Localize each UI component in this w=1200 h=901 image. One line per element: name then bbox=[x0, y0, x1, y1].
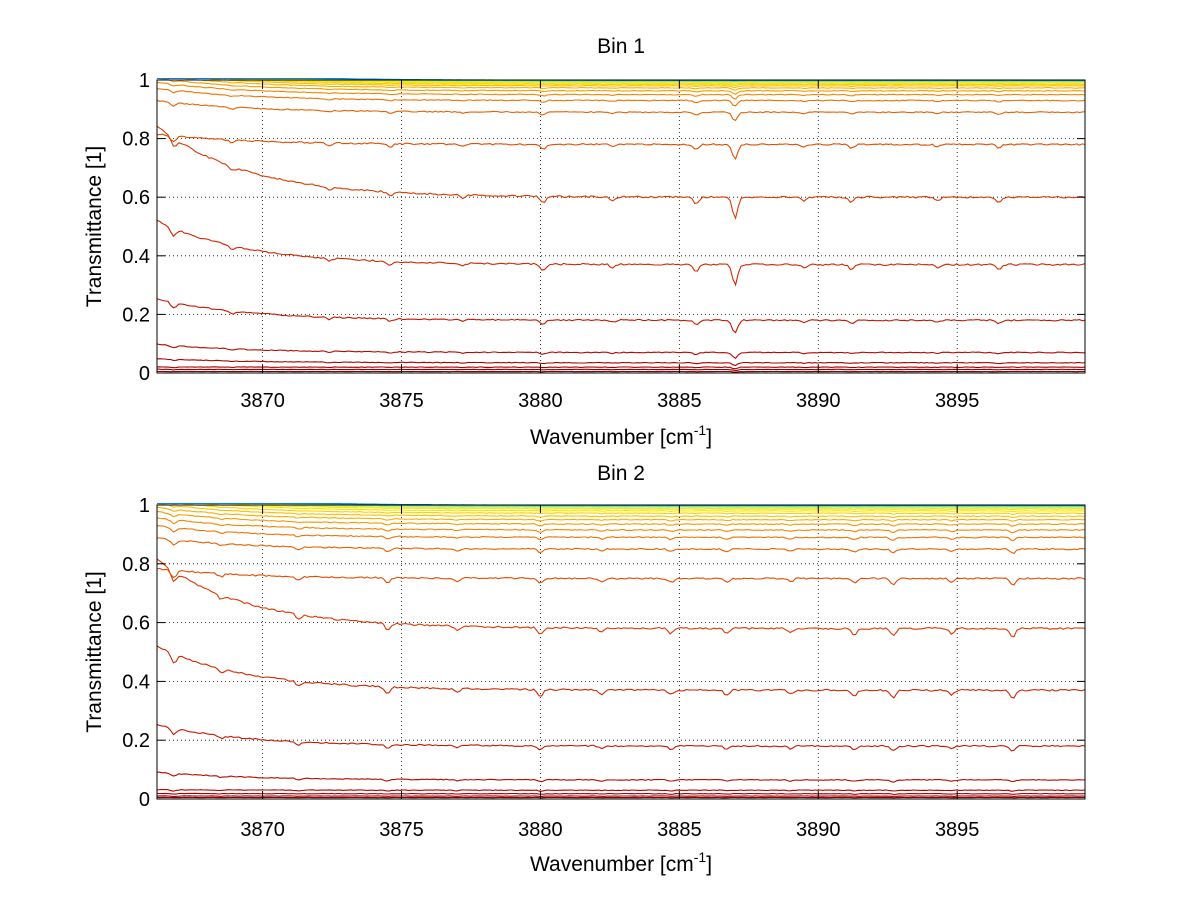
series-line bbox=[156, 358, 1086, 366]
y-tick-label: 0.6 bbox=[122, 187, 150, 209]
series-line bbox=[156, 133, 1086, 161]
x-axis-label-end: ] bbox=[706, 426, 712, 449]
y-tick-label: 0 bbox=[139, 789, 150, 811]
series-group bbox=[156, 77, 1086, 374]
series-line bbox=[156, 506, 1086, 522]
series-line bbox=[156, 645, 1086, 699]
x-tick-label: 3885 bbox=[657, 390, 702, 412]
x-axis-label-main: Wavenumber [cm bbox=[530, 853, 694, 876]
y-axis-label: Transmittance [1] bbox=[83, 571, 106, 732]
series-line bbox=[157, 77, 1085, 85]
series-line bbox=[157, 771, 1086, 783]
x-tick-label: 3870 bbox=[240, 819, 285, 841]
chart-title: Bin 2 bbox=[597, 462, 645, 485]
series-line bbox=[156, 81, 1086, 100]
x-tick-label: 3875 bbox=[379, 390, 424, 412]
series-line bbox=[156, 537, 1086, 555]
series-line bbox=[156, 99, 1086, 122]
series-line bbox=[156, 368, 1085, 372]
series-line bbox=[157, 77, 1086, 91]
ticks: 3870 3875 3880 3885 3890 3895 0 0.2 0.4 0.6 0.8 1 bbox=[122, 495, 1085, 841]
y-tick-label: 0.8 bbox=[122, 554, 150, 576]
series-line bbox=[156, 567, 1086, 586]
y-tick-label: 0.4 bbox=[122, 246, 150, 268]
series-line bbox=[156, 511, 1086, 527]
series-line bbox=[157, 502, 1086, 515]
series-line bbox=[157, 77, 1086, 89]
series-line bbox=[156, 343, 1086, 360]
y-tick-label: 0.8 bbox=[122, 129, 150, 151]
series-line bbox=[157, 77, 1085, 87]
x-tick-label: 3890 bbox=[796, 390, 841, 412]
ticks: 3870 3875 3880 3885 3890 3895 0 0.2 0.4 0.6 0.8 1 bbox=[122, 70, 1085, 412]
y-axis-label: Transmittance [1] bbox=[83, 146, 106, 307]
x-tick-label: 3875 bbox=[379, 819, 424, 841]
x-tick-label: 3895 bbox=[935, 390, 980, 412]
x-axis-label-superscript: -1 bbox=[694, 422, 707, 438]
x-axis-label-main: Wavenumber [cm bbox=[530, 426, 694, 449]
series-line bbox=[157, 502, 1086, 511]
x-tick-label: 3885 bbox=[657, 819, 702, 841]
series-line bbox=[156, 723, 1086, 752]
panel-bin-2: 3870 3875 3880 3885 3890 3895 0 0.2 0.4 0.6 0.8 1 B… bbox=[83, 462, 1086, 876]
x-tick-label: 3880 bbox=[518, 390, 563, 412]
series-line bbox=[156, 298, 1086, 334]
panel-bin-1: 3870 3875 3880 3885 3890 3895 0 0.2 0.4 0.6 0.8 1 B… bbox=[83, 35, 1086, 449]
series-line bbox=[156, 792, 1086, 796]
x-axis-label: Wavenumber [cm-1] bbox=[530, 422, 712, 449]
series-line bbox=[156, 77, 1085, 95]
series-line bbox=[156, 366, 1086, 370]
y-tick-label: 0.2 bbox=[122, 730, 150, 752]
series-line bbox=[156, 795, 1085, 798]
series-line bbox=[156, 88, 1086, 107]
y-tick-label: 0.2 bbox=[122, 304, 150, 326]
series-line bbox=[156, 788, 1086, 792]
series-line bbox=[156, 558, 1086, 638]
series-line bbox=[157, 370, 1085, 373]
x-tick-label: 3895 bbox=[935, 819, 980, 841]
y-tick-label: 1 bbox=[139, 70, 150, 92]
y-tick-label: 1 bbox=[139, 495, 150, 517]
x-axis-label: Wavenumber [cm-1] bbox=[530, 849, 712, 876]
series-line bbox=[156, 502, 1086, 519]
x-tick-label: 3880 bbox=[518, 819, 563, 841]
y-tick-label: 0 bbox=[139, 363, 150, 385]
axes-frame bbox=[156, 504, 1086, 800]
y-tick-label: 0.4 bbox=[122, 671, 150, 693]
axes-frame bbox=[156, 79, 1086, 374]
series-line bbox=[157, 502, 1085, 509]
x-tick-label: 3890 bbox=[796, 819, 841, 841]
chart-title: Bin 1 bbox=[597, 35, 645, 58]
series-line bbox=[156, 525, 1086, 541]
series-line bbox=[156, 125, 1086, 220]
series-line bbox=[156, 517, 1086, 534]
x-tick-label: 3870 bbox=[240, 390, 285, 412]
x-axis-label-end: ] bbox=[706, 853, 712, 876]
x-axis-label-superscript: -1 bbox=[694, 849, 707, 865]
series-line bbox=[156, 219, 1086, 287]
y-tick-label: 0.6 bbox=[122, 613, 150, 635]
series-line bbox=[157, 502, 1085, 513]
